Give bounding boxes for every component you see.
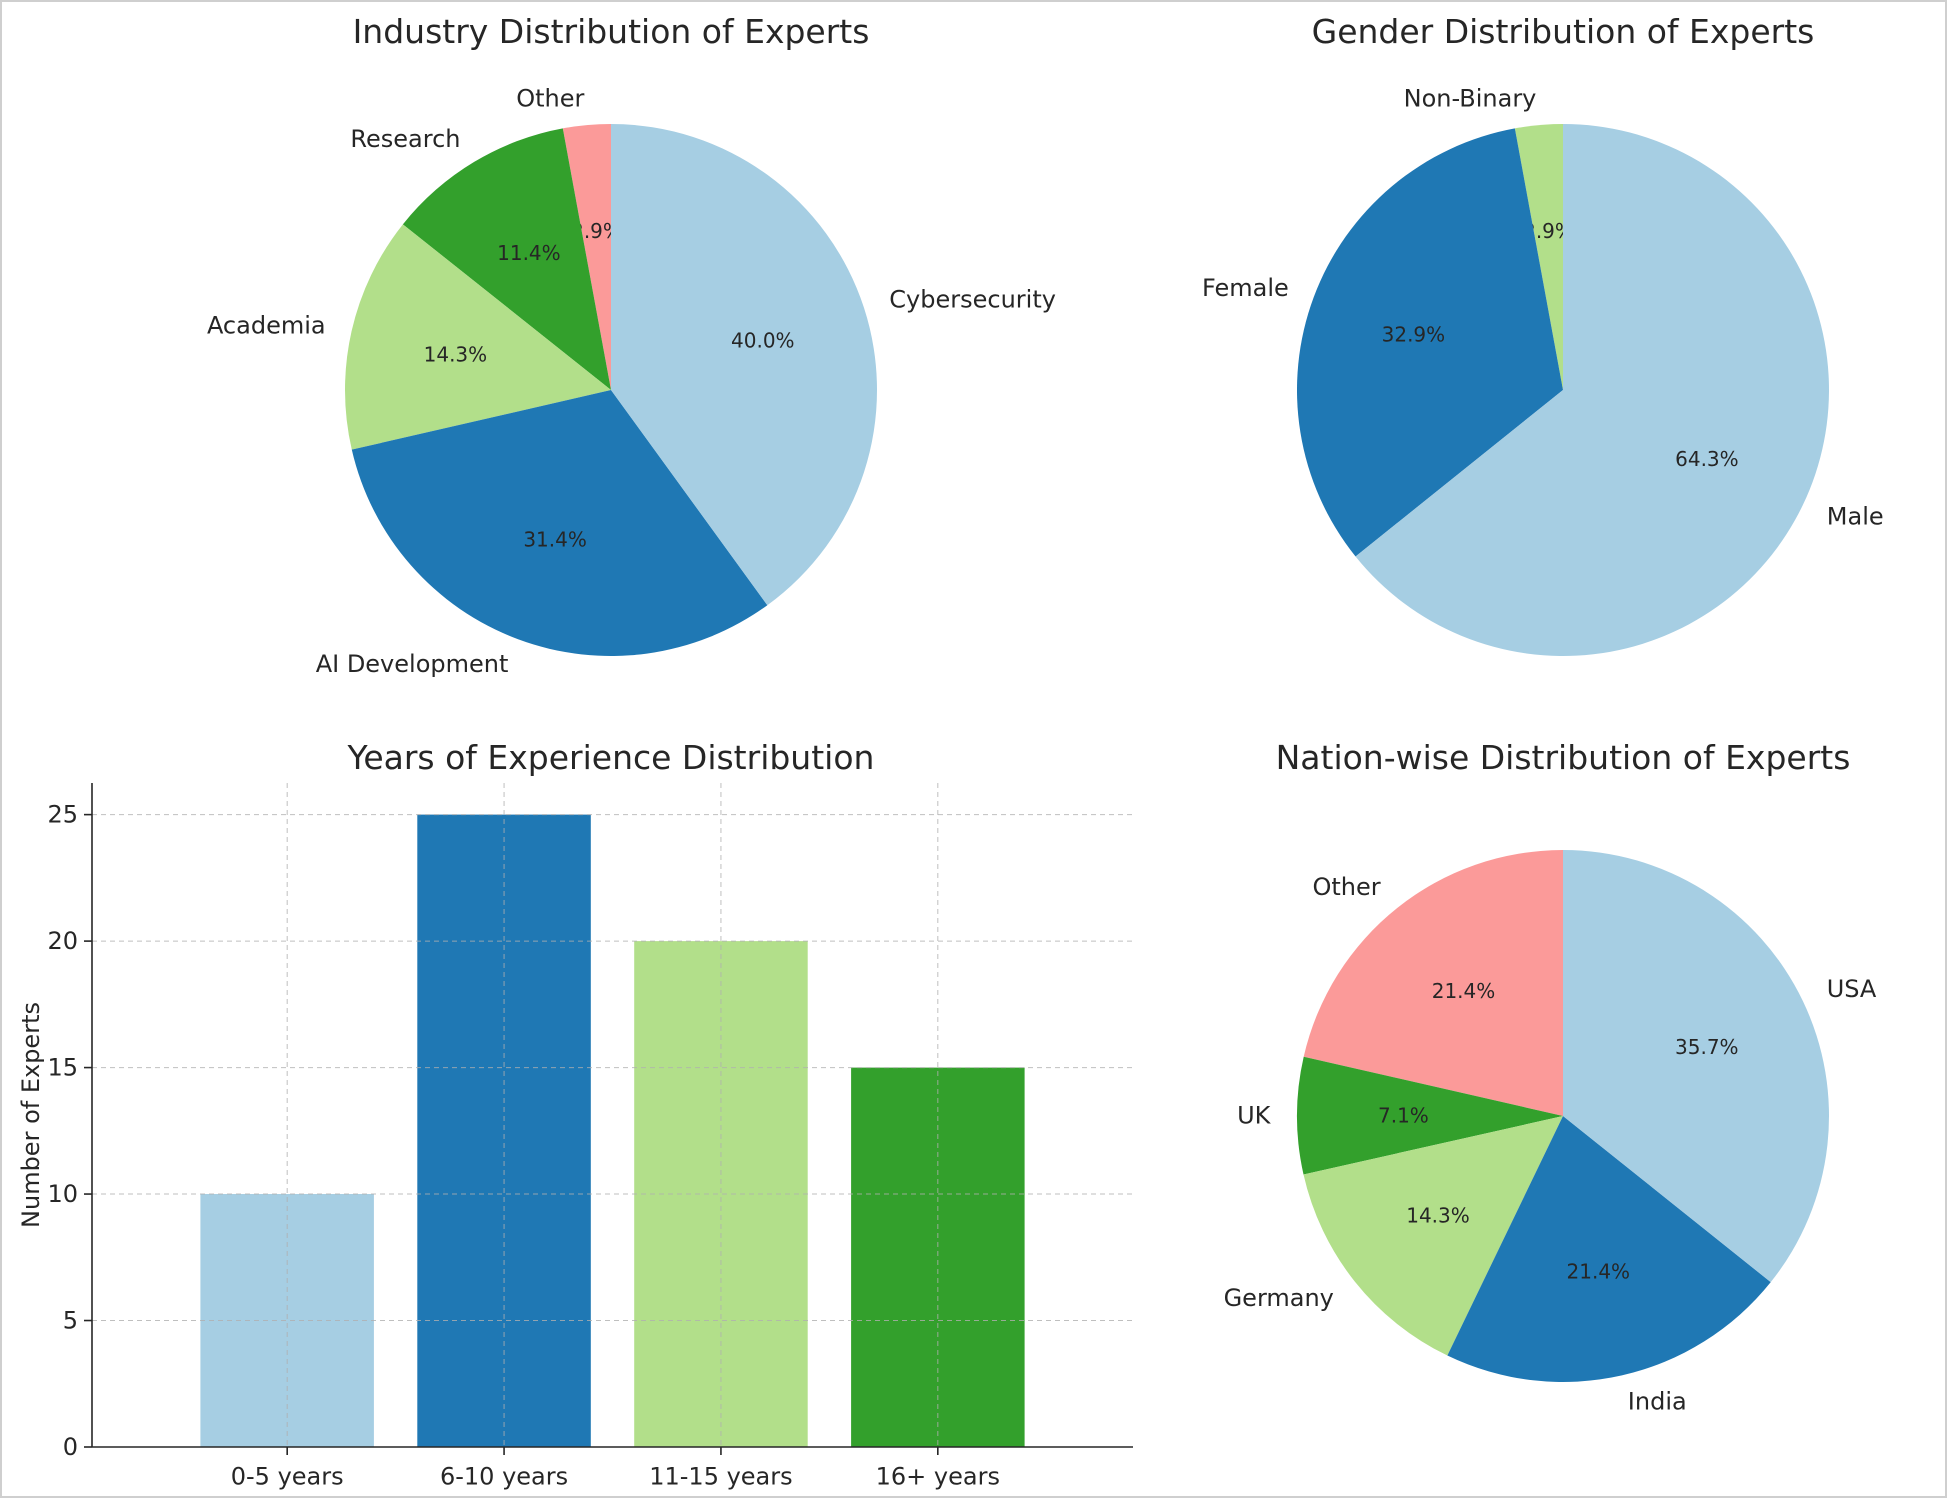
nation-pct-usa: 35.7%: [1675, 1035, 1739, 1059]
gender-pct-male: 64.3%: [1675, 447, 1739, 471]
nation-label-other: Other: [1312, 873, 1380, 901]
nation-pct-uk: 7.1%: [1378, 1104, 1429, 1128]
industry-label-other: Other: [516, 85, 584, 113]
experience-bar-chart: Years of Experience Distribution Number …: [17, 738, 1133, 1491]
industry-label-research: Research: [350, 125, 460, 153]
industry-pct-cybersecurity: 40.0%: [731, 329, 795, 353]
x-tick-label-16-years: 16+ years: [876, 1463, 1000, 1491]
experience-chart-title: Years of Experience Distribution: [347, 738, 875, 777]
nation-slice-uk: [1297, 1056, 1563, 1175]
x-tick-label-0-5-years: 0-5 years: [231, 1463, 344, 1491]
y-tick-label-15: 15: [47, 1054, 78, 1082]
nation-chart-title: Nation-wise Distribution of Experts: [1276, 738, 1851, 777]
nation-pct-other: 21.4%: [1432, 979, 1496, 1003]
nation-label-uk: UK: [1237, 1102, 1272, 1130]
industry-slice-ai-development: [351, 390, 768, 656]
industry-chart-title: Industry Distribution of Experts: [353, 12, 870, 51]
nation-slice-germany: [1303, 1116, 1563, 1356]
y-tick-label-5: 5: [63, 1307, 78, 1335]
industry-slice-research: [402, 128, 611, 390]
gender-pct-female: 32.9%: [1382, 322, 1446, 346]
industry-slice-other: [562, 124, 611, 390]
x-tick-label-6-10-years: 6-10 years: [440, 1463, 568, 1491]
nation-slice-usa: [1563, 850, 1829, 1283]
gender-label-male: Male: [1827, 503, 1884, 531]
industry-label-cybersecurity: Cybersecurity: [889, 286, 1056, 314]
y-tick-label-10: 10: [47, 1180, 78, 1208]
gender-label-female: Female: [1202, 274, 1289, 302]
industry-label-academia: Academia: [207, 311, 326, 339]
nation-label-germany: Germany: [1224, 1284, 1334, 1312]
gender-slice-male: [1355, 124, 1829, 656]
nation-slice-india: [1447, 1116, 1771, 1382]
gender-label-non-binary: Non-Binary: [1404, 85, 1537, 113]
nation-slice-other: [1303, 850, 1563, 1116]
industry-pct-academia: 14.3%: [424, 343, 488, 367]
industry-slice-cybersecurity: [611, 124, 878, 606]
nation-pct-germany: 14.3%: [1406, 1203, 1470, 1227]
bar-16-years: [851, 1067, 1025, 1447]
nation-pct-india: 21.4%: [1567, 1260, 1631, 1284]
y-axis-label: Number of Experts: [17, 1002, 45, 1228]
industry-pct-research: 11.4%: [497, 241, 561, 265]
y-tick-label-20: 20: [47, 927, 78, 955]
gender-chart-title: Gender Distribution of Experts: [1312, 12, 1815, 51]
nation-label-usa: USA: [1827, 975, 1877, 1003]
x-tick-label-11-15-years: 11-15 years: [649, 1463, 792, 1491]
industry-pie-chart: Industry Distribution of Experts Other2.…: [207, 12, 1056, 678]
y-tick-label-0: 0: [63, 1433, 78, 1461]
industry-slice-academia: [345, 224, 611, 450]
industry-label-ai-development: AI Development: [316, 650, 509, 678]
nation-label-india: India: [1628, 1387, 1687, 1415]
nation-pie-chart: Nation-wise Distribution of Experts Othe…: [1224, 738, 1877, 1415]
gender-pie-chart: Gender Distribution of Experts Non-Binar…: [1202, 12, 1884, 656]
industry-pct-ai-development: 31.4%: [523, 528, 587, 552]
y-tick-label-25: 25: [47, 801, 78, 829]
gender-slice-female: [1296, 128, 1563, 557]
gender-slice-non-binary: [1514, 124, 1563, 390]
